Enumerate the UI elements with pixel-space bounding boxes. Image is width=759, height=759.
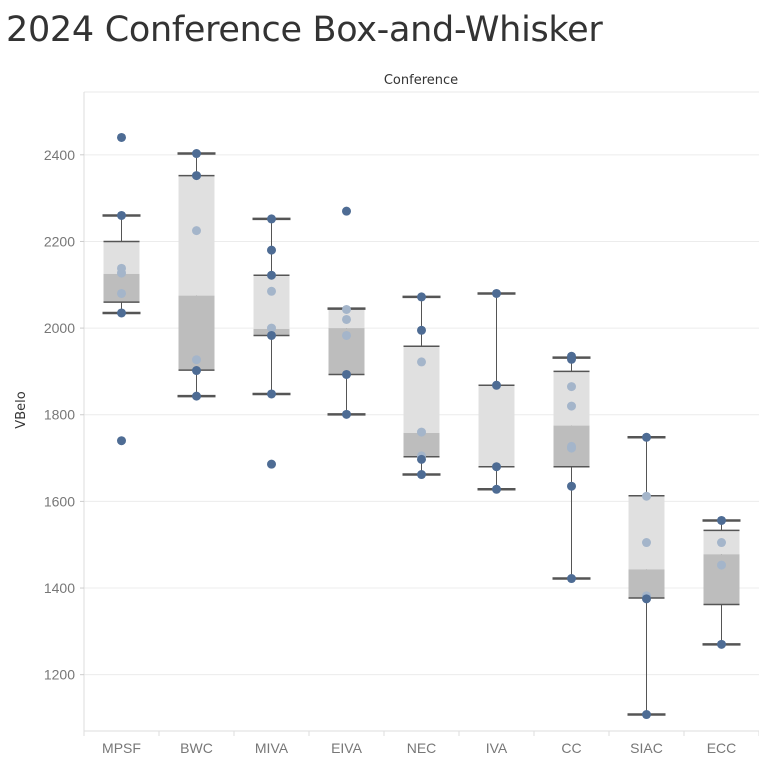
- box-upper: [253, 275, 290, 329]
- x-tick-label: MIVA: [255, 740, 289, 756]
- data-point: [417, 292, 426, 302]
- x-axis: MPSF BWC MIVA EIVA NEC IVA CC SIAC ECC: [83, 730, 759, 756]
- box-lower: [403, 432, 440, 457]
- data-point: [267, 286, 276, 296]
- y-tick-label: 1800: [44, 407, 75, 423]
- data-point: [342, 314, 351, 324]
- data-point: [342, 206, 351, 216]
- x-tick-label: ECC: [707, 740, 737, 756]
- data-point: [567, 401, 576, 411]
- data-point: [342, 330, 351, 340]
- boxes: [102, 132, 741, 720]
- data-point: [567, 574, 576, 584]
- data-point: [642, 710, 651, 720]
- data-point: [192, 366, 201, 376]
- data-point: [642, 432, 651, 442]
- box-cc: [552, 351, 591, 584]
- data-point: [117, 268, 126, 278]
- data-point: [492, 288, 501, 298]
- data-point: [492, 484, 501, 494]
- x-tick-label: CC: [561, 740, 581, 756]
- data-point: [567, 382, 576, 392]
- box-upper: [628, 495, 665, 570]
- data-point: [117, 436, 126, 446]
- data-point: [267, 459, 276, 469]
- y-tick-label: 2200: [44, 233, 75, 249]
- data-point: [267, 323, 276, 333]
- box-eiva: [327, 206, 366, 419]
- data-point: [567, 354, 576, 364]
- x-tick-label: IVA: [486, 740, 508, 756]
- data-point: [717, 538, 726, 548]
- y-tick-label: 1200: [44, 667, 75, 683]
- data-point: [492, 462, 501, 472]
- column-header: Conference: [384, 73, 458, 88]
- y-tick-label: 1600: [44, 493, 75, 509]
- data-point: [267, 214, 276, 224]
- data-point: [417, 470, 426, 480]
- box-upper: [178, 175, 215, 296]
- data-point: [492, 380, 501, 390]
- data-point: [267, 270, 276, 280]
- box-upper: [478, 385, 515, 467]
- data-point: [117, 132, 126, 142]
- box-mpsf: [102, 132, 141, 446]
- box-siac: [627, 432, 666, 720]
- x-tick-label: BWC: [180, 740, 213, 756]
- y-axis: 1200 1400 1600 1800 2000 2200 2400: [44, 92, 85, 731]
- data-point: [342, 369, 351, 379]
- x-tick-label: EIVA: [331, 740, 363, 756]
- data-point: [342, 304, 351, 314]
- box-bwc: [177, 149, 216, 401]
- box-nec: [402, 292, 441, 480]
- data-point: [567, 481, 576, 491]
- data-point: [117, 288, 126, 298]
- x-tick-label: SIAC: [630, 740, 663, 756]
- data-point: [267, 389, 276, 399]
- x-tick-label: MPSF: [102, 740, 141, 756]
- box-ecc: [702, 515, 741, 649]
- box-iva: [477, 288, 516, 494]
- data-point: [717, 515, 726, 525]
- x-tick-label: NEC: [407, 740, 437, 756]
- data-point: [417, 454, 426, 464]
- data-point: [717, 639, 726, 649]
- data-point: [192, 226, 201, 236]
- data-point: [417, 357, 426, 367]
- data-point: [267, 245, 276, 255]
- data-point: [192, 149, 201, 159]
- data-point: [717, 560, 726, 570]
- box-miva: [252, 214, 291, 469]
- data-point: [417, 427, 426, 437]
- data-point: [192, 391, 201, 401]
- data-point: [642, 491, 651, 501]
- box-upper: [553, 371, 590, 426]
- data-point: [117, 210, 126, 220]
- data-point: [642, 594, 651, 604]
- y-tick-label: 2400: [44, 147, 75, 163]
- data-point: [567, 443, 576, 453]
- data-point: [642, 538, 651, 548]
- y-tick-label: 2000: [44, 320, 75, 336]
- data-point: [192, 355, 201, 365]
- chart-title: 2024 Conference Box-and-Whisker: [6, 10, 603, 50]
- data-point: [192, 171, 201, 181]
- y-tick-label: 1400: [44, 580, 75, 596]
- data-point: [117, 308, 126, 318]
- data-point: [342, 409, 351, 419]
- data-point: [417, 325, 426, 335]
- data-point: [267, 330, 276, 340]
- y-axis-label: VBelo: [14, 391, 29, 428]
